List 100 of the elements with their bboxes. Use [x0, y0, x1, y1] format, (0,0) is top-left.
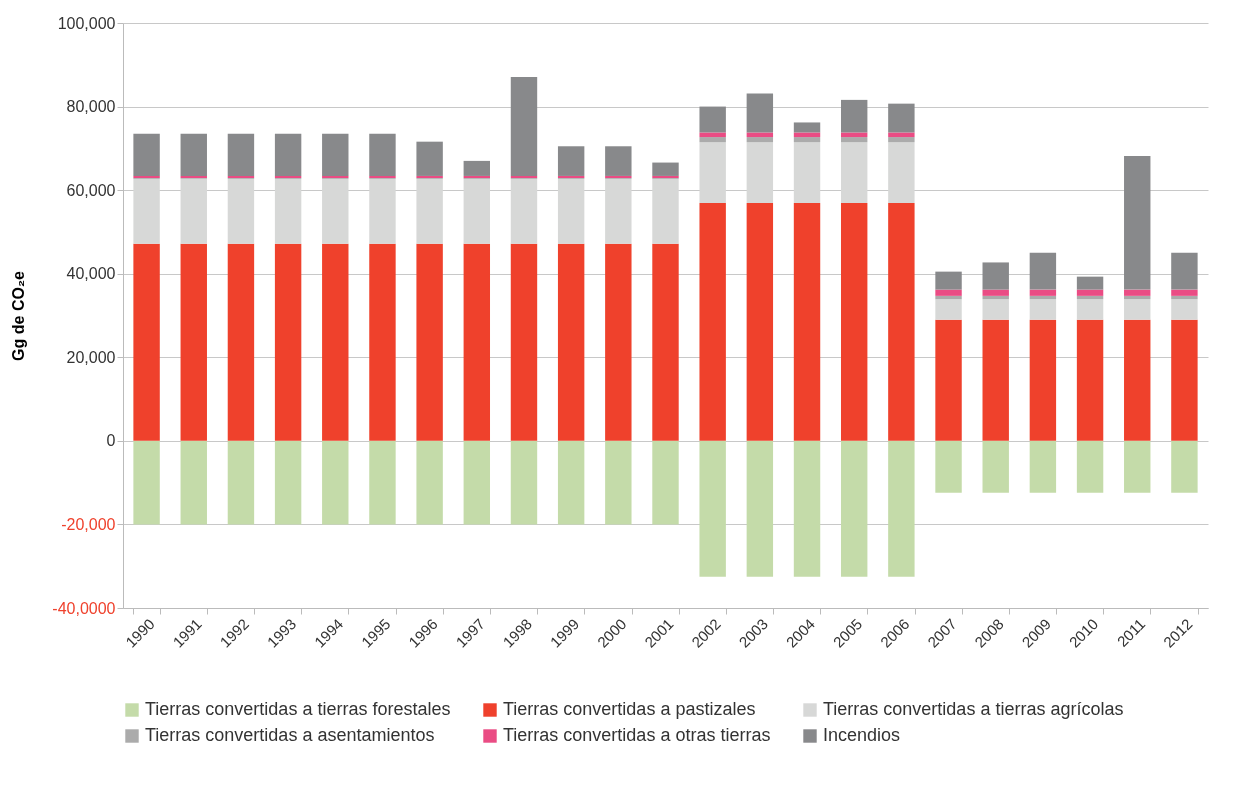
- bar: [557, 146, 585, 176]
- bar: [133, 133, 160, 176]
- bar: [699, 440, 726, 577]
- bar: [888, 132, 915, 138]
- bar: [840, 132, 868, 138]
- bar: [699, 132, 726, 138]
- bar: [510, 440, 538, 525]
- bar: [605, 178, 632, 244]
- bar: [510, 76, 538, 176]
- bar: [699, 137, 726, 143]
- bar: [227, 133, 255, 176]
- bar: [840, 99, 868, 133]
- bar: [180, 243, 207, 441]
- bar: [180, 440, 207, 525]
- bar: [982, 289, 1009, 296]
- bar: [416, 178, 443, 244]
- bar: [1124, 440, 1151, 493]
- legend-label: Incendios: [823, 725, 901, 745]
- bar: [133, 243, 160, 441]
- bar: [416, 440, 443, 525]
- bar: [982, 299, 1009, 320]
- bar: [1029, 299, 1057, 320]
- bar: [793, 132, 821, 138]
- bar: [1171, 299, 1198, 320]
- bar: [1029, 289, 1057, 296]
- bar: [935, 440, 962, 493]
- legend-label: Tierras convertidas a asentamientos: [145, 725, 435, 745]
- bar: [935, 271, 962, 290]
- bar: [746, 440, 774, 577]
- bar: [1076, 319, 1104, 441]
- bar: [605, 243, 632, 441]
- bar: [322, 243, 349, 441]
- bar: [888, 137, 915, 143]
- bar: [133, 178, 160, 244]
- bar: [652, 178, 679, 244]
- bar: [274, 243, 302, 441]
- bar: [652, 162, 679, 176]
- bar: [416, 141, 443, 176]
- bar: [1076, 299, 1104, 320]
- bar: [1076, 276, 1104, 290]
- y-tick-label: -20,000: [61, 515, 116, 533]
- bar: [369, 243, 396, 441]
- bar: [840, 137, 868, 143]
- y-tick-label: 20,000: [66, 348, 116, 366]
- bar: [935, 299, 962, 320]
- bar: [274, 133, 302, 176]
- bar: [510, 178, 538, 244]
- bar: [227, 243, 255, 441]
- bar: [699, 142, 726, 204]
- bar: [746, 203, 774, 441]
- bar: [982, 440, 1009, 493]
- bar: [133, 440, 160, 525]
- bar: [180, 178, 207, 244]
- bar: [1124, 319, 1151, 441]
- bar: [463, 243, 491, 441]
- bar: [840, 142, 868, 204]
- bar: [510, 243, 538, 441]
- bar: [982, 262, 1009, 290]
- bar: [935, 289, 962, 296]
- bar: [840, 203, 868, 441]
- bar: [1171, 295, 1198, 300]
- bar: [888, 203, 915, 441]
- legend-label: Tierras convertidas a otras tierras: [503, 725, 771, 745]
- legend-label: Tierras convertidas a tierras agrícolas: [823, 699, 1124, 719]
- bar: [1171, 440, 1198, 493]
- bar: [699, 203, 726, 441]
- y-tick-label: 60,000: [66, 181, 116, 199]
- bar: [935, 319, 962, 441]
- bar: [699, 106, 726, 133]
- bar: [227, 440, 255, 525]
- bar: [840, 440, 868, 577]
- bar: [274, 440, 302, 525]
- bar: [605, 146, 632, 176]
- bar: [1029, 440, 1057, 493]
- bar: [746, 142, 774, 204]
- bar: [227, 178, 255, 244]
- bar: [557, 440, 585, 525]
- bar: [793, 142, 821, 204]
- bar: [416, 243, 443, 441]
- legend-label: Tierras convertidas a pastizales: [503, 699, 756, 719]
- bar: [746, 137, 774, 143]
- bar: [1124, 155, 1151, 290]
- bar: [180, 133, 207, 176]
- bar: [369, 178, 396, 244]
- bar: [1124, 299, 1151, 320]
- bar: [274, 178, 302, 244]
- y-tick-label: -40,0000: [52, 599, 116, 617]
- legend-label: Tierras convertidas a tierras forestales: [145, 699, 451, 719]
- bar: [652, 440, 679, 525]
- bar: [793, 137, 821, 143]
- bar: [557, 178, 585, 244]
- bar: [1124, 289, 1151, 296]
- bar: [888, 440, 915, 577]
- bar: [1029, 252, 1057, 290]
- y-tick-label: 40,000: [66, 265, 116, 283]
- bar: [1029, 319, 1057, 441]
- bar: [322, 178, 349, 244]
- bar: [746, 93, 774, 133]
- y-axis-title: Gg de CO₂e: [10, 271, 28, 361]
- bar: [463, 178, 491, 244]
